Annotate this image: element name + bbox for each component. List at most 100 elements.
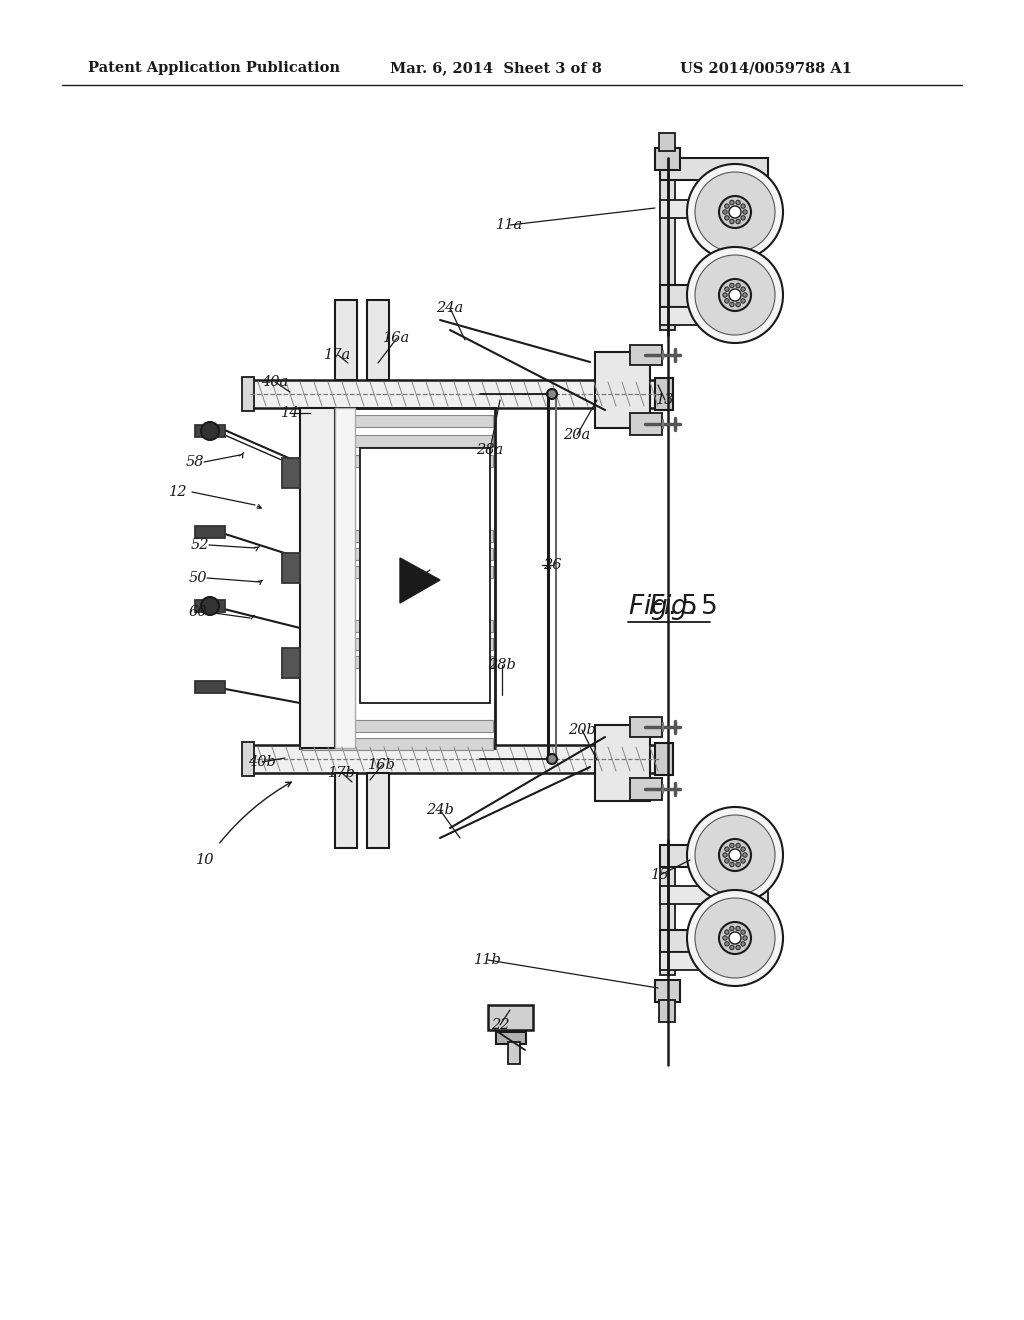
- Text: 13: 13: [655, 393, 674, 407]
- Circle shape: [736, 302, 740, 306]
- Bar: [630, 777, 662, 800]
- Bar: [302, 566, 493, 578]
- Circle shape: [719, 279, 751, 312]
- Text: 11b: 11b: [474, 953, 502, 968]
- Circle shape: [736, 927, 740, 931]
- Circle shape: [736, 843, 740, 847]
- Circle shape: [723, 853, 727, 857]
- Bar: [660, 308, 768, 325]
- Text: 17b: 17b: [328, 766, 356, 780]
- Circle shape: [742, 936, 748, 940]
- Bar: [302, 620, 493, 632]
- Bar: [595, 725, 650, 801]
- Text: 26: 26: [543, 558, 561, 572]
- Bar: [335, 774, 357, 847]
- Bar: [195, 425, 225, 437]
- Circle shape: [729, 932, 741, 944]
- Text: Mar. 6, 2014  Sheet 3 of 8: Mar. 6, 2014 Sheet 3 of 8: [390, 61, 602, 75]
- Bar: [630, 345, 662, 366]
- Text: 20b: 20b: [568, 723, 596, 737]
- Circle shape: [547, 754, 557, 764]
- Circle shape: [725, 286, 729, 292]
- Bar: [302, 436, 493, 447]
- Circle shape: [741, 215, 745, 220]
- Bar: [659, 133, 675, 150]
- Bar: [595, 352, 650, 428]
- Bar: [302, 719, 493, 733]
- Circle shape: [730, 302, 734, 306]
- Bar: [195, 681, 225, 693]
- Bar: [360, 447, 490, 704]
- Circle shape: [725, 847, 729, 851]
- Text: Patent Application Publication: Patent Application Publication: [88, 61, 340, 75]
- Bar: [660, 201, 768, 218]
- Bar: [660, 931, 768, 952]
- Circle shape: [719, 195, 751, 228]
- Circle shape: [687, 247, 783, 343]
- Bar: [195, 601, 225, 612]
- Text: 58: 58: [185, 455, 204, 469]
- Bar: [250, 744, 660, 774]
- Bar: [508, 1041, 520, 1064]
- Circle shape: [687, 164, 783, 260]
- Text: $\it{Fig.}$$\it{5}$: $\it{Fig.}$$\it{5}$: [628, 591, 697, 622]
- Circle shape: [725, 298, 729, 304]
- Bar: [655, 979, 680, 1002]
- Text: 60: 60: [188, 605, 207, 619]
- Text: 28b: 28b: [488, 657, 516, 672]
- Bar: [367, 774, 389, 847]
- Text: 16a: 16a: [383, 331, 411, 345]
- Circle shape: [729, 289, 741, 301]
- Bar: [660, 158, 768, 180]
- Circle shape: [723, 293, 727, 297]
- Bar: [302, 738, 493, 750]
- Circle shape: [741, 298, 745, 304]
- Bar: [300, 408, 495, 748]
- Circle shape: [729, 206, 741, 218]
- Circle shape: [723, 936, 727, 940]
- Text: $\it{Fig. 5}$: $\it{Fig. 5}$: [648, 591, 717, 622]
- Circle shape: [736, 201, 740, 205]
- Polygon shape: [400, 558, 440, 603]
- Bar: [655, 148, 680, 170]
- Circle shape: [695, 255, 775, 335]
- Bar: [242, 742, 254, 776]
- Text: 14: 14: [281, 407, 299, 420]
- Bar: [660, 845, 675, 975]
- Text: 52: 52: [190, 539, 209, 552]
- Circle shape: [741, 859, 745, 863]
- Text: 40a: 40a: [261, 375, 289, 389]
- Bar: [367, 300, 389, 380]
- Bar: [302, 414, 493, 426]
- Circle shape: [741, 941, 745, 946]
- Bar: [488, 1005, 534, 1030]
- Bar: [302, 455, 493, 467]
- Text: 11a: 11a: [497, 218, 523, 232]
- Bar: [242, 378, 254, 411]
- Circle shape: [695, 814, 775, 895]
- Text: 50: 50: [188, 572, 207, 585]
- Bar: [630, 717, 662, 737]
- Bar: [655, 743, 673, 775]
- Circle shape: [736, 945, 740, 949]
- Bar: [660, 886, 768, 904]
- Bar: [660, 165, 675, 330]
- Text: 12: 12: [169, 484, 187, 499]
- Text: 16b: 16b: [368, 758, 396, 772]
- Circle shape: [687, 807, 783, 903]
- Text: 20a: 20a: [563, 428, 591, 442]
- Bar: [250, 380, 660, 408]
- Bar: [300, 408, 335, 748]
- Text: 40b: 40b: [248, 755, 275, 770]
- Bar: [660, 952, 768, 970]
- Circle shape: [742, 853, 748, 857]
- Bar: [335, 300, 357, 380]
- Text: US 2014/0059788 A1: US 2014/0059788 A1: [680, 61, 852, 75]
- Circle shape: [730, 843, 734, 847]
- Circle shape: [687, 890, 783, 986]
- Circle shape: [725, 941, 729, 946]
- Bar: [302, 531, 493, 543]
- Circle shape: [201, 422, 219, 440]
- Circle shape: [742, 293, 748, 297]
- Circle shape: [730, 219, 734, 223]
